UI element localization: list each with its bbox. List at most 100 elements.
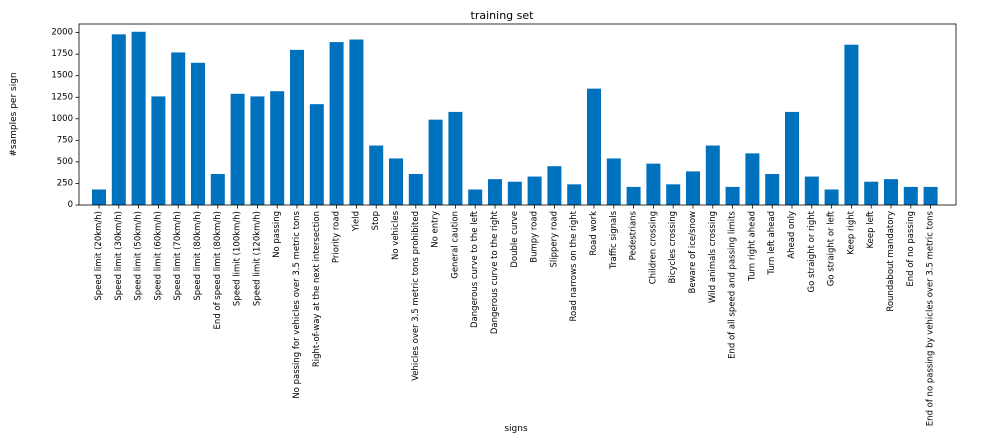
- bar: [329, 42, 344, 205]
- bar: [448, 111, 463, 205]
- bar: [705, 145, 720, 205]
- bar: [507, 181, 522, 205]
- bar: [567, 184, 582, 205]
- x-tick-label: End of no passing by vehicles over 3.5 m…: [926, 210, 936, 426]
- bar: [488, 179, 502, 205]
- x-axis-ticks: Speed limit (20km/h) Speed limit (30km/h)…: [94, 205, 936, 426]
- x-tick-label: Dangerous curve to the left: [470, 210, 480, 328]
- x-tick-label: Wild animals crossing: [708, 211, 718, 303]
- x-tick-label: Road work: [589, 211, 599, 256]
- x-tick-label: Speed limit (20km/h): [94, 211, 104, 301]
- bar: [666, 184, 681, 205]
- x-tick-label: Bumpy road: [530, 211, 540, 263]
- x-tick-label: Road narrows on the right: [569, 210, 579, 321]
- x-tick-label: End of all speed and passing limits: [728, 210, 738, 358]
- x-tick-label: Turn left ahead: [767, 211, 777, 276]
- x-tick-label: No passing: [272, 211, 282, 258]
- x-tick-label: Stop: [371, 211, 381, 230]
- x-axis-label: signs: [504, 424, 528, 434]
- bar: [884, 179, 898, 205]
- bar: [824, 189, 839, 205]
- bar: [309, 104, 324, 205]
- bar: [191, 62, 205, 205]
- y-tick-label: 1250: [51, 92, 73, 102]
- bar: [270, 91, 285, 205]
- bar: [250, 96, 265, 205]
- bar: [844, 44, 859, 205]
- bar: [903, 186, 918, 205]
- bar: [369, 145, 384, 205]
- plot-frame: [78, 23, 957, 206]
- y-tick-label: 0: [68, 200, 73, 210]
- bar: [290, 49, 304, 205]
- bar: [468, 189, 483, 205]
- y-tick-label: 2000: [51, 28, 73, 38]
- x-tick-label: Keep left: [866, 210, 876, 248]
- x-tick-label: Keep right: [846, 210, 856, 254]
- bar: [151, 96, 166, 205]
- y-tick-label: 500: [57, 157, 73, 167]
- bars-group: [92, 31, 938, 206]
- x-tick-label: End of no passing: [906, 211, 916, 287]
- y-tick-label: 1750: [51, 49, 73, 59]
- bar: [92, 189, 106, 205]
- x-tick-label: Children crossing: [648, 211, 658, 284]
- bar: [646, 163, 661, 205]
- x-tick-label: No vehicles: [391, 210, 401, 260]
- bar: [111, 34, 126, 206]
- y-tick-label: 1000: [51, 114, 73, 124]
- x-tick-label: Double curve: [510, 211, 520, 268]
- x-tick-label: Traffic signals: [609, 210, 619, 269]
- x-tick-label: General caution: [450, 211, 460, 279]
- bar: [785, 111, 799, 205]
- y-tick-label: 750: [57, 135, 73, 145]
- bar: [171, 52, 186, 205]
- bar: [230, 93, 245, 205]
- x-tick-label: Speed limit (50km/h): [134, 211, 144, 301]
- x-tick-label: No entry: [431, 211, 441, 248]
- bar: [686, 171, 700, 205]
- bar: [725, 186, 740, 205]
- x-tick-label: Speed limit (70km/h): [173, 211, 183, 301]
- x-tick-label: Ahead only: [787, 211, 797, 259]
- bar: [408, 173, 423, 205]
- bar: [349, 39, 364, 206]
- bar: [527, 176, 542, 205]
- x-tick-label: Turn right ahead: [747, 211, 757, 282]
- x-tick-label: Speed limit (100km/h): [233, 211, 243, 306]
- bar: [547, 166, 562, 205]
- x-tick-label: Slippery road: [549, 211, 559, 267]
- bar: [923, 186, 938, 205]
- y-axis-label: #samples per sign: [9, 72, 19, 156]
- x-tick-label: Vehicles over 3.5 metric tons prohibited: [411, 211, 421, 381]
- bar: [804, 176, 819, 205]
- y-axis-ticks: 0 250 500 750 1000 1250 1500 1750 2000: [51, 28, 79, 210]
- x-tick-label: Yield: [351, 211, 361, 232]
- bar: [606, 158, 621, 205]
- x-tick-label: Speed limit (60km/h): [153, 211, 163, 301]
- bar: [131, 31, 146, 206]
- x-tick-label: Roundabout mandatory: [886, 211, 896, 312]
- x-tick-label: Go straight or right: [807, 210, 817, 292]
- chart-title: training set: [471, 9, 535, 22]
- bar: [765, 173, 780, 205]
- x-tick-label: Beware of ice/snow: [688, 211, 698, 293]
- bar: [745, 153, 760, 205]
- x-tick-label: Right-of-way at the next intersection: [312, 211, 322, 367]
- x-tick-label: Bicycles crossing: [668, 211, 678, 283]
- y-tick-label: 1500: [51, 71, 73, 81]
- x-tick-label: Speed limit (120km/h): [252, 211, 262, 306]
- bar: [210, 173, 225, 205]
- x-tick-label: No passing for vehicles over 3.5 metric …: [292, 210, 302, 398]
- x-tick-label: Pedestrians: [629, 210, 639, 260]
- x-tick-label: Priority road: [332, 211, 342, 263]
- x-tick-label: Speed limit (80km/h): [193, 211, 203, 301]
- bar: [587, 88, 601, 205]
- x-tick-label: Speed limit (30km/h): [114, 211, 124, 301]
- x-tick-label: Go straight or left: [827, 210, 837, 286]
- bar: [428, 119, 443, 205]
- x-tick-label: Dangerous curve to the right: [490, 210, 500, 334]
- bar: [389, 158, 403, 205]
- bar: [626, 186, 641, 205]
- y-tick-label: 250: [57, 178, 73, 188]
